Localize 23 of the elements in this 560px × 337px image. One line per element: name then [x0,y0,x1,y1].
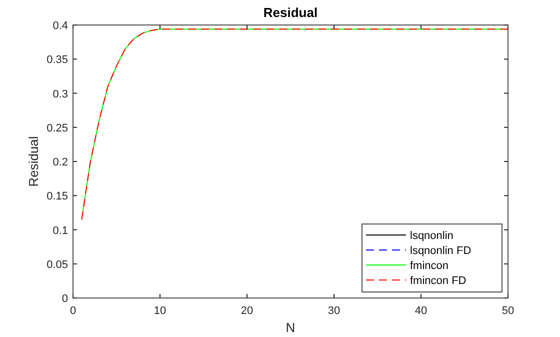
x-tick-label: 50 [502,305,514,317]
legend-label: lsqnonlin [410,230,454,242]
legend-label: lsqnonlin FD [410,245,472,257]
x-axis-title: N [286,320,296,335]
y-tick-label: 0.1 [52,224,68,237]
y-tick-label: 0.05 [46,258,68,271]
legend-label: fmincon [410,260,449,272]
y-tick-label: 0.4 [52,20,68,32]
y-tick-label: 0 [62,293,68,305]
y-tick-label: 0.35 [46,54,68,66]
y-tick-label: 0.15 [46,190,68,203]
x-tick-label: 0 [70,305,76,317]
x-tick-label: 40 [414,305,428,317]
x-tick-label: 20 [240,305,254,317]
y-tick-label: 0.2 [52,156,68,168]
x-tick-label: 10 [154,305,166,317]
line-series [81,28,508,220]
x-tick-label: 30 [328,305,340,317]
y-axis-title: Residual [26,136,41,187]
y-tick-label: 0.3 [52,88,68,100]
chart-title: Residual [263,5,318,20]
legend-label: fmincon FD [410,275,466,287]
y-tick-label: 0.25 [46,122,68,134]
